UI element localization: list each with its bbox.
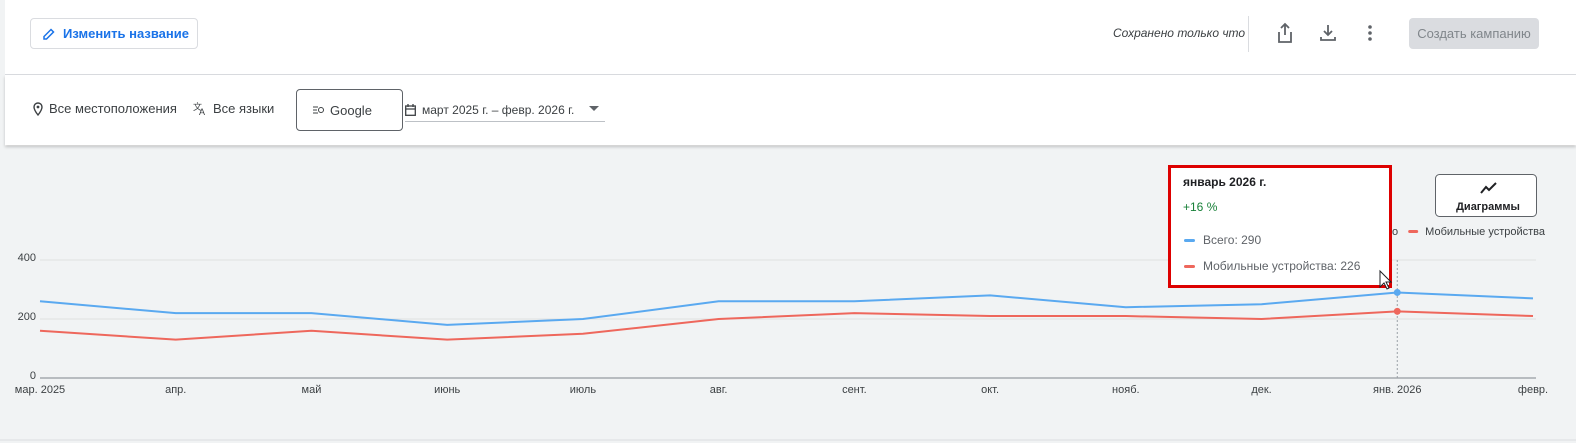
calendar-icon (405, 104, 416, 116)
chart-icon (1480, 182, 1497, 194)
tooltip-title: январь 2026 г. (1183, 175, 1266, 189)
rename-label: Изменить название (63, 26, 189, 41)
series-line (39, 310, 1534, 341)
x-tick-label: июнь (434, 384, 460, 396)
svg-text:文: 文 (193, 102, 202, 112)
create-campaign-button[interactable]: Создать кампанию (1409, 18, 1539, 49)
charts-button[interactable]: Диаграммы (1435, 174, 1537, 217)
tooltip-change: +16 % (1183, 200, 1218, 214)
x-tick-label: нояб. (1112, 384, 1140, 396)
share-icon[interactable] (1275, 22, 1295, 44)
location-filter[interactable]: Все местоположения (33, 101, 177, 116)
tooltip-box (1168, 165, 1392, 288)
tooltip-swatch (1184, 265, 1195, 268)
tooltip: январь 2026 г. +16 % Всего: 290 Мобильные у… (1168, 165, 1393, 290)
pin-icon (33, 101, 43, 116)
network-filter[interactable]: Google (296, 89, 403, 131)
y-tick-label: 400 (18, 252, 36, 264)
search-icon (313, 106, 324, 114)
network-label: Google (330, 102, 372, 118)
series-line (39, 291, 1534, 326)
save-status: Сохранено только что (1113, 26, 1246, 40)
tooltip-line: Мобильные устройства: 226 (1203, 259, 1361, 273)
x-tick-label: апр. (165, 384, 186, 396)
x-tick-label: сент. (842, 384, 867, 396)
x-tick-label: янв. 2026 (1373, 384, 1421, 396)
x-tick-label: мар. 2025 (15, 384, 65, 396)
x-tick-label: май (302, 384, 322, 396)
charts-button-label: Диаграммы (1456, 201, 1520, 213)
date-filter[interactable]: март 2025 г. – февр. 2026 г. (405, 101, 605, 122)
legend-label: Мобильные устройства (1425, 226, 1546, 238)
date-label: март 2025 г. – февр. 2026 г. (422, 103, 575, 117)
divider (1248, 16, 1249, 52)
download-icon[interactable] (1318, 24, 1338, 42)
translate-icon: 文A (193, 102, 205, 116)
more-icon[interactable] (1365, 24, 1375, 42)
chart: 0 200 400 мар. 2025 апр. май июнь июль авг. сент.… (0, 146, 1576, 443)
x-tick-label: июль (570, 384, 597, 396)
dropdown-arrow (589, 106, 599, 111)
hover-point (1393, 307, 1401, 315)
x-tick-label: февр. (1518, 384, 1548, 396)
pencil-icon (43, 27, 55, 40)
tooltip-line: Всего: 290 (1203, 233, 1261, 247)
x-tick-label: окт. (981, 384, 999, 396)
location-label: Все местоположения (49, 101, 177, 116)
rename-button[interactable]: Изменить название (30, 18, 198, 49)
side-strip (0, 0, 5, 146)
x-tick-label: дек. (1251, 384, 1271, 396)
language-label: Все языки (213, 101, 275, 116)
top-bar: Изменить название Сохранено только что С… (5, 0, 1576, 75)
x-tick-label: авг. (710, 384, 728, 396)
cursor (1379, 269, 1393, 290)
hover-point (1393, 288, 1401, 296)
y-tick-label: 0 (30, 370, 36, 382)
svg-text:A: A (199, 107, 205, 116)
tooltip-swatch (1184, 239, 1195, 242)
legend-swatch (1408, 230, 1419, 233)
y-tick-label: 200 (18, 311, 36, 323)
